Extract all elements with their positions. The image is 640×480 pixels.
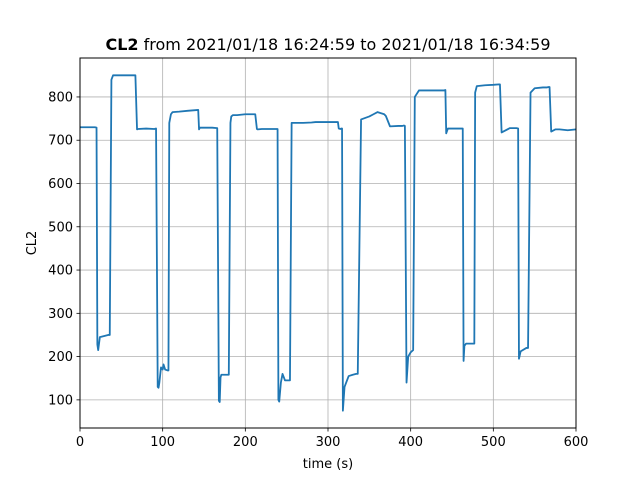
x-tick-label: 600 (564, 435, 589, 450)
x-tick-label: 100 (150, 435, 175, 450)
x-axis-label: time (s) (303, 457, 353, 472)
y-tick-label: 600 (48, 177, 73, 192)
plot-area (80, 74, 577, 412)
y-tick-label: 100 (48, 393, 73, 408)
y-tick-label: 700 (48, 134, 73, 149)
y-tick-label: 400 (48, 264, 73, 279)
y-tick-label: 200 (48, 350, 73, 365)
x-tick-label: 300 (316, 435, 341, 450)
grid-lines (79, 58, 577, 428)
axis-ticks: 0 100 200 300 400 500 600 100 200 300 400 500 600 700… (48, 90, 588, 450)
chart-title-rest: from 2021/01/18 16:24:59 to 2021/01/18 1… (139, 35, 551, 54)
x-tick-label: 200 (233, 435, 258, 450)
x-tick-label: 500 (481, 435, 506, 450)
cl2-series-line (80, 74, 577, 412)
chart-title: CL2 from 2021/01/18 16:24:59 to 2021/01/… (105, 35, 550, 54)
y-axis-label: CL2 (25, 231, 40, 256)
chart-title-bold: CL2 (105, 35, 138, 54)
x-tick-label: 0 (76, 435, 84, 450)
y-tick-label: 300 (48, 307, 73, 322)
y-tick-label: 800 (48, 90, 73, 105)
y-tick-label: 500 (48, 220, 73, 235)
x-tick-label: 400 (398, 435, 423, 450)
